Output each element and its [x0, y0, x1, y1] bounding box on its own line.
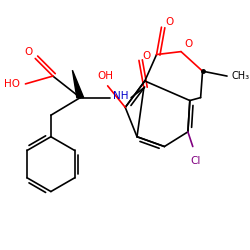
Text: CH₃: CH₃ [232, 71, 250, 81]
Text: HO: HO [4, 79, 20, 89]
Text: OH: OH [98, 71, 114, 81]
Text: O: O [165, 17, 173, 27]
Text: Cl: Cl [190, 156, 201, 166]
Text: O: O [24, 46, 32, 56]
Text: O: O [185, 39, 193, 49]
Polygon shape [72, 70, 84, 98]
Text: NH: NH [112, 91, 128, 101]
Text: O: O [143, 50, 151, 60]
